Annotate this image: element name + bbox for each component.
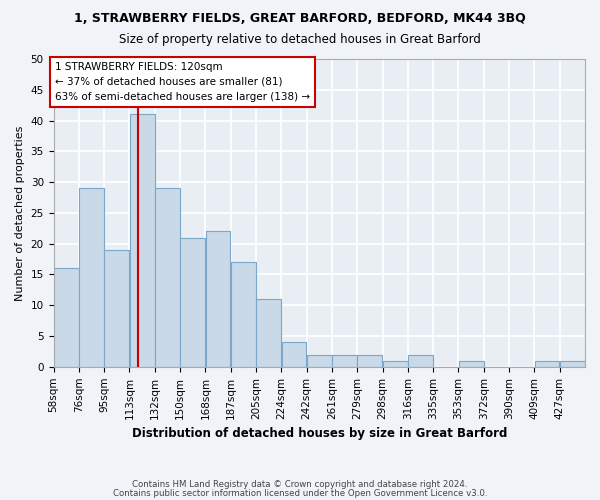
Bar <box>560 360 585 367</box>
Bar <box>408 354 433 367</box>
Bar <box>256 299 281 367</box>
Bar <box>307 354 332 367</box>
Bar <box>459 360 484 367</box>
Bar <box>130 114 155 367</box>
Text: 1, STRAWBERRY FIELDS, GREAT BARFORD, BEDFORD, MK44 3BQ: 1, STRAWBERRY FIELDS, GREAT BARFORD, BED… <box>74 12 526 26</box>
Bar <box>383 360 407 367</box>
Bar <box>535 360 559 367</box>
Text: Size of property relative to detached houses in Great Barford: Size of property relative to detached ho… <box>119 32 481 46</box>
Bar <box>332 354 357 367</box>
Bar <box>358 354 382 367</box>
Bar <box>54 268 79 367</box>
X-axis label: Distribution of detached houses by size in Great Barford: Distribution of detached houses by size … <box>131 427 507 440</box>
Text: Contains HM Land Registry data © Crown copyright and database right 2024.: Contains HM Land Registry data © Crown c… <box>132 480 468 489</box>
Text: 1 STRAWBERRY FIELDS: 120sqm
← 37% of detached houses are smaller (81)
63% of sem: 1 STRAWBERRY FIELDS: 120sqm ← 37% of det… <box>55 62 310 102</box>
Bar <box>79 188 104 367</box>
Bar <box>155 188 180 367</box>
Bar <box>181 238 205 367</box>
Bar <box>231 262 256 367</box>
Bar <box>104 250 129 367</box>
Bar <box>206 232 230 367</box>
Y-axis label: Number of detached properties: Number of detached properties <box>15 125 25 300</box>
Text: Contains public sector information licensed under the Open Government Licence v3: Contains public sector information licen… <box>113 488 487 498</box>
Bar <box>281 342 307 367</box>
